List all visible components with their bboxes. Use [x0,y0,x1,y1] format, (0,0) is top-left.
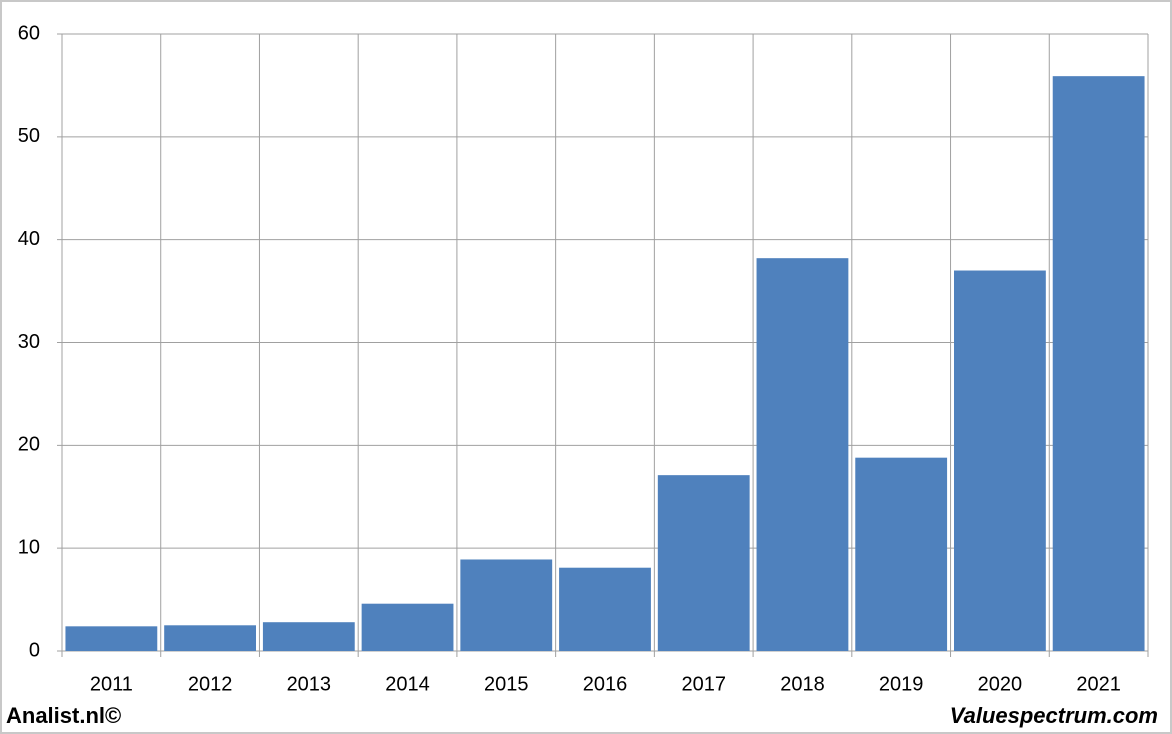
x-tick-label: 2019 [879,673,924,695]
bar [756,258,849,651]
bar [954,270,1046,651]
bar [65,626,158,651]
bar [855,457,948,651]
x-tick-label: 2017 [681,673,726,695]
y-tick-label: 10 [18,536,40,558]
bar [460,559,553,651]
y-tick-label: 50 [18,125,40,147]
bar [262,622,355,651]
x-tick-label: 2021 [1076,673,1121,695]
y-tick-label: 60 [18,22,40,44]
footer-right: Valuespectrum.com [950,703,1158,728]
footer-left: Analist.nl© [6,703,121,728]
x-tick-label: 2011 [90,673,133,695]
y-tick-label: 20 [18,434,40,456]
x-tick-label: 2015 [484,673,529,695]
bar [164,625,256,651]
x-tick-label: 2018 [780,673,825,695]
bar [1052,76,1145,651]
y-tick-label: 30 [18,331,40,353]
y-tick-label: 0 [29,639,40,661]
bar [559,567,651,651]
x-tick-label: 2014 [385,673,430,695]
x-tick-label: 2020 [978,673,1023,695]
bar [361,603,454,651]
x-tick-label: 2013 [287,673,332,695]
bar [657,475,750,651]
x-tick-label: 2016 [583,673,628,695]
y-tick-label: 40 [18,228,40,250]
x-tick-label: 2012 [188,673,233,695]
